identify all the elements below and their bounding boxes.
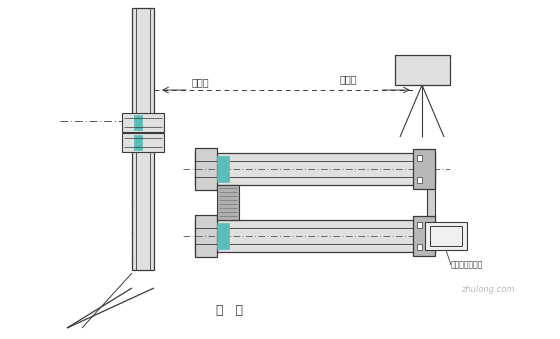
- Bar: [413, 216, 435, 256]
- Bar: [427, 185, 435, 220]
- Bar: [417, 155, 422, 161]
- Text: zhulong.com: zhulong.com: [461, 285, 515, 295]
- Bar: [430, 226, 462, 246]
- Bar: [132, 8, 154, 270]
- Bar: [217, 156, 229, 182]
- Bar: [417, 222, 422, 228]
- Bar: [134, 115, 142, 130]
- Bar: [195, 220, 435, 252]
- Bar: [122, 133, 164, 152]
- Text: 钢钢尺: 钢钢尺: [192, 77, 209, 87]
- Text: 水平仪: 水平仪: [340, 74, 358, 84]
- Bar: [413, 149, 435, 189]
- Bar: [217, 223, 229, 249]
- Bar: [425, 222, 467, 250]
- Bar: [217, 185, 239, 220]
- Bar: [417, 177, 422, 183]
- Bar: [195, 215, 217, 257]
- Bar: [417, 244, 422, 250]
- Bar: [134, 135, 142, 150]
- Bar: [122, 113, 164, 132]
- Text: 框式水平仪检查: 框式水平仪检查: [451, 260, 483, 270]
- Bar: [395, 55, 450, 85]
- Text: 图   四: 图 四: [217, 303, 244, 317]
- Bar: [195, 148, 217, 190]
- Bar: [195, 153, 435, 185]
